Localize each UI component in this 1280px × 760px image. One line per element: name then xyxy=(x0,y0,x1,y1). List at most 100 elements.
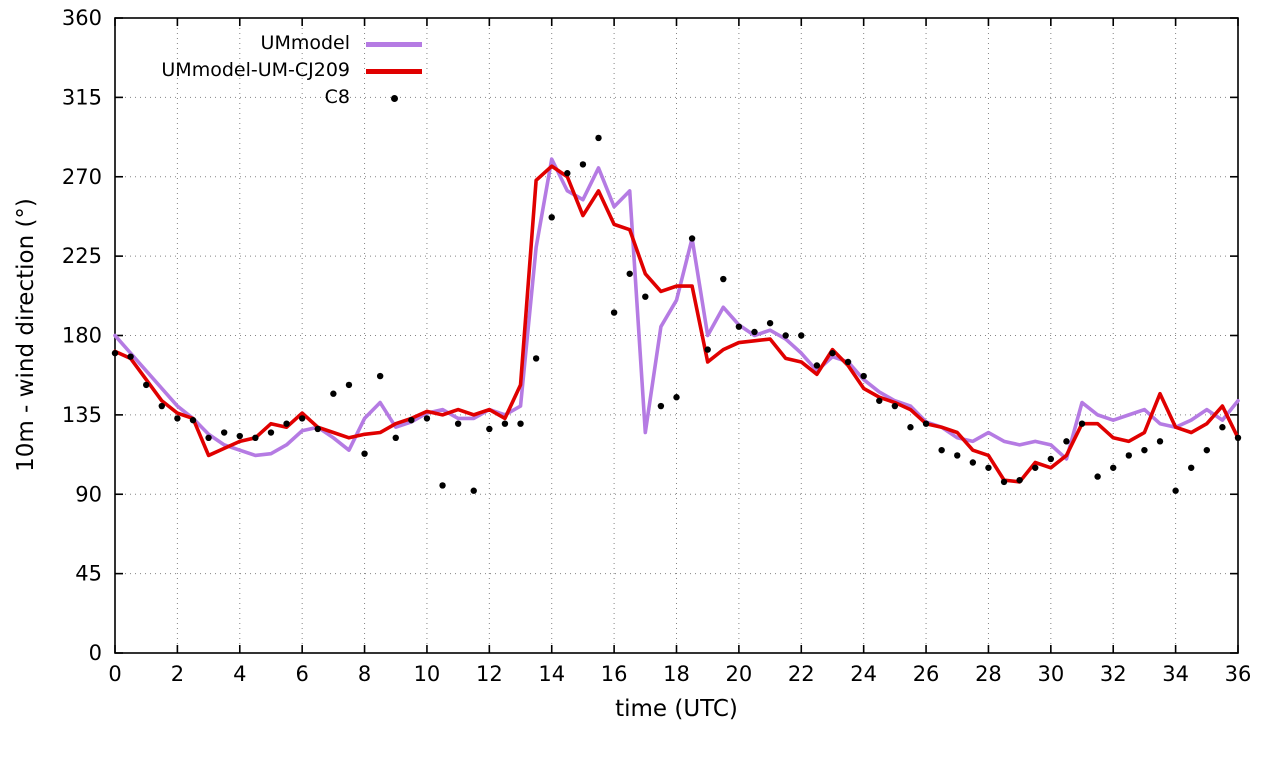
c8-observation-point xyxy=(376,372,384,380)
c8-observation-point xyxy=(283,420,290,427)
legend-label-ummodel-um-cj209: UMmodel-UM-CJ209 xyxy=(161,59,350,81)
c8-observation-point xyxy=(813,362,821,369)
x-tick-label: 18 xyxy=(663,662,690,686)
c8-observation-point xyxy=(158,402,165,410)
c8-observation-point xyxy=(1125,452,1133,459)
c8-observation-point xyxy=(408,416,415,424)
c8-observation-point xyxy=(267,429,275,436)
x-tick-label: 16 xyxy=(601,662,628,686)
c8-observation-point xyxy=(766,319,774,327)
x-tick-label: 20 xyxy=(726,662,753,686)
c8-observation-point xyxy=(205,434,212,442)
y-tick-label: 90 xyxy=(75,482,102,506)
c8-observation-point xyxy=(189,416,197,424)
x-tick-label: 12 xyxy=(476,662,503,686)
y-tick-label: 270 xyxy=(62,165,102,189)
c8-observation-point xyxy=(595,134,602,142)
y-tick-label: 360 xyxy=(62,6,102,30)
x-tick-label: 2 xyxy=(171,662,184,686)
c8-observation-point xyxy=(1110,464,1117,471)
c8-observation-point xyxy=(1063,438,1070,445)
c8-observation-point xyxy=(236,432,243,440)
c8-observation-point xyxy=(642,293,649,300)
c8-observation-point xyxy=(891,402,899,410)
c8-observation-point xyxy=(1032,464,1039,471)
c8-observation-point xyxy=(298,415,306,422)
c8-observation-point xyxy=(876,397,883,404)
c8-observation-point xyxy=(954,452,961,459)
c8-observation-point xyxy=(111,349,119,357)
y-tick-label: 45 xyxy=(75,562,102,586)
legend-label-ummodel: UMmodel xyxy=(260,32,350,54)
c8-observation-point xyxy=(439,482,446,489)
c8-observation-point xyxy=(517,420,524,427)
y-axis-label: 10m - wind direction (°) xyxy=(13,198,39,472)
c8-observation-point xyxy=(735,323,743,330)
x-tick-label: 26 xyxy=(913,662,940,686)
c8-observation-point xyxy=(1234,434,1242,442)
c8-observation-point xyxy=(782,332,789,339)
c8-observation-point xyxy=(938,446,945,454)
x-tick-label: 10 xyxy=(414,662,441,686)
c8-observation-point xyxy=(1156,438,1164,445)
c8-observation-point xyxy=(314,425,321,433)
c8-observation-point xyxy=(220,429,228,436)
c8-observation-point xyxy=(361,450,368,457)
c8-observation-point xyxy=(501,420,509,427)
ummodel-line-sample xyxy=(366,35,422,53)
c8-observation-point xyxy=(626,270,633,277)
c8-observation-point xyxy=(142,381,150,389)
c8-observation-point xyxy=(610,309,618,316)
c8-observation-point xyxy=(1000,478,1008,486)
c8-observation-point xyxy=(564,170,571,177)
c8-observation-point xyxy=(1094,473,1101,480)
c8-observation-point xyxy=(1047,455,1055,463)
c8-observation-point xyxy=(657,402,665,410)
x-tick-label: 34 xyxy=(1162,662,1189,686)
x-tick-label: 14 xyxy=(538,662,565,686)
x-tick-label: 32 xyxy=(1100,662,1127,686)
x-tick-label: 22 xyxy=(788,662,815,686)
c8-observation-point xyxy=(907,424,914,431)
series-line-UMmodel-UM-CJ209 xyxy=(113,164,1240,484)
x-tick-label: 0 xyxy=(108,662,121,686)
c8-observation-point xyxy=(1203,446,1211,454)
x-tick-label: 8 xyxy=(358,662,371,686)
c8-observation-point xyxy=(423,415,431,422)
c8-observation-point xyxy=(579,161,587,168)
y-tick-label: 0 xyxy=(89,641,102,665)
x-tick-label: 4 xyxy=(233,662,246,686)
y-tick-label: 225 xyxy=(62,244,102,268)
c8-observation-point xyxy=(330,390,337,397)
c8-observation-point xyxy=(985,464,992,471)
c8-observation-point xyxy=(1078,420,1086,427)
c8-observation-point xyxy=(252,434,259,442)
c8-observation-point xyxy=(1141,446,1148,454)
c8-observation-point xyxy=(1188,464,1195,471)
c8-observation-point xyxy=(345,381,353,389)
c8-observation-point xyxy=(704,346,711,353)
c8-observation-point xyxy=(486,425,493,433)
legend-item-ummodel-um-cj209: UMmodel-UM-CJ209 xyxy=(110,57,422,84)
c8-observation-point xyxy=(454,420,462,427)
c8-observation-point xyxy=(969,459,977,466)
y-tick-label: 315 xyxy=(62,85,102,109)
x-tick-label: 24 xyxy=(850,662,877,686)
y-tick-label: 135 xyxy=(62,403,102,427)
x-axis-label: time (UTC) xyxy=(615,696,738,722)
c8-observation-point xyxy=(922,420,930,427)
y-tick-label: 180 xyxy=(62,324,102,348)
c8-observation-point xyxy=(798,332,805,339)
c8-observation-point xyxy=(688,235,696,242)
c8-observation-point xyxy=(174,415,181,422)
legend: UMmodel UMmodel-UM-CJ209 C8 xyxy=(110,30,422,111)
ummodel-um-cj209-line-sample xyxy=(366,62,422,80)
series-line-UMmodel xyxy=(113,157,1240,461)
c8-observation-point xyxy=(548,214,555,221)
x-tick-label: 36 xyxy=(1225,662,1252,686)
c8-observation-point xyxy=(470,487,477,494)
c8-observation-point xyxy=(392,434,399,442)
c8-observation-point xyxy=(844,358,852,366)
